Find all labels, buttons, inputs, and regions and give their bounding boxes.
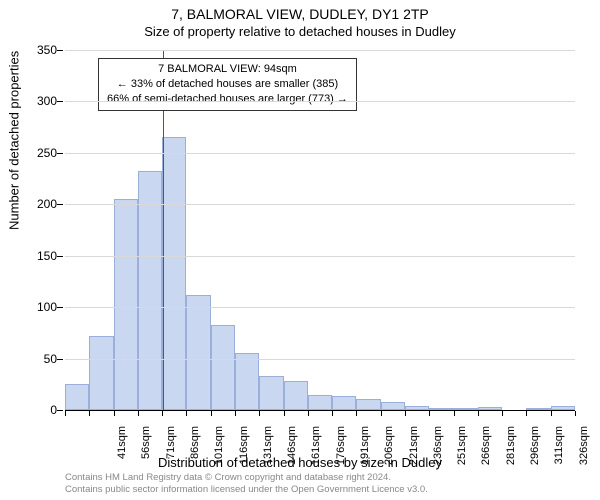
bar <box>138 171 162 410</box>
y-tick <box>57 153 63 154</box>
bar <box>381 402 405 410</box>
annotation-box: 7 BALMORAL VIEW: 94sqm ← 33% of detached… <box>98 58 357 111</box>
x-tick <box>186 411 187 416</box>
grid-line <box>65 153 575 154</box>
bar <box>551 406 575 410</box>
bar <box>235 353 259 410</box>
bar <box>186 295 210 410</box>
y-tick <box>57 359 63 360</box>
x-tick <box>502 411 503 416</box>
y-tick-label: 50 <box>21 352 57 366</box>
x-tick <box>526 411 527 416</box>
bar <box>526 408 550 410</box>
bar <box>284 381 308 410</box>
x-tick <box>114 411 115 416</box>
bar <box>356 399 380 410</box>
x-tick <box>65 411 66 416</box>
license-line-1: Contains HM Land Registry data © Crown c… <box>65 472 428 484</box>
y-tick <box>57 204 63 205</box>
x-tick <box>308 411 309 416</box>
bar <box>454 408 478 410</box>
grid-line <box>65 204 575 205</box>
grid-line <box>65 256 575 257</box>
bar <box>308 395 332 410</box>
grid-line <box>65 307 575 308</box>
y-tick <box>57 410 63 411</box>
y-tick-label: 250 <box>21 146 57 160</box>
x-tick <box>381 411 382 416</box>
x-tick <box>575 411 576 416</box>
x-tick <box>138 411 139 416</box>
y-tick-label: 100 <box>21 300 57 314</box>
y-tick-label: 0 <box>21 403 57 417</box>
annotation-line-3: 66% of semi-detached houses are larger (… <box>107 92 348 107</box>
y-tick <box>57 50 63 51</box>
chart-subtitle: Size of property relative to detached ho… <box>0 24 600 39</box>
x-tick <box>89 411 90 416</box>
x-tick <box>332 411 333 416</box>
y-tick-label: 150 <box>21 249 57 263</box>
bar <box>211 325 235 410</box>
y-tick <box>57 256 63 257</box>
bar <box>478 407 502 410</box>
grid-line <box>65 359 575 360</box>
x-tick <box>162 411 163 416</box>
x-tick <box>356 411 357 416</box>
bar <box>429 408 453 410</box>
x-axis-title: Distribution of detached houses by size … <box>0 455 600 470</box>
annotation-line-2: ← 33% of detached houses are smaller (38… <box>107 77 348 92</box>
bar <box>162 137 186 410</box>
bar <box>89 336 113 410</box>
chart-frame: 7, BALMORAL VIEW, DUDLEY, DY1 2TP Size o… <box>0 0 600 500</box>
y-tick-label: 350 <box>21 43 57 57</box>
y-axis-title: Number of detached properties <box>7 51 22 230</box>
license-line-2: Contains public sector information licen… <box>65 484 428 496</box>
y-tick-label: 200 <box>21 197 57 211</box>
bar <box>332 396 356 410</box>
bar <box>65 384 89 410</box>
bar <box>114 199 138 410</box>
y-tick <box>57 307 63 308</box>
x-tick <box>551 411 552 416</box>
annotation-line-1: 7 BALMORAL VIEW: 94sqm <box>107 62 348 77</box>
x-tick <box>429 411 430 416</box>
grid-line <box>65 101 575 102</box>
plot-area: 7 BALMORAL VIEW: 94sqm ← 33% of detached… <box>65 50 575 411</box>
chart-title: 7, BALMORAL VIEW, DUDLEY, DY1 2TP <box>0 6 600 22</box>
y-tick <box>57 101 63 102</box>
x-tick <box>284 411 285 416</box>
license-text: Contains HM Land Registry data © Crown c… <box>65 472 428 496</box>
x-tick <box>211 411 212 416</box>
x-tick <box>235 411 236 416</box>
x-tick <box>478 411 479 416</box>
x-tick <box>454 411 455 416</box>
x-tick <box>259 411 260 416</box>
x-tick <box>405 411 406 416</box>
bar <box>259 376 283 410</box>
grid-line <box>65 50 575 51</box>
bar <box>405 406 429 410</box>
y-tick-label: 300 <box>21 94 57 108</box>
